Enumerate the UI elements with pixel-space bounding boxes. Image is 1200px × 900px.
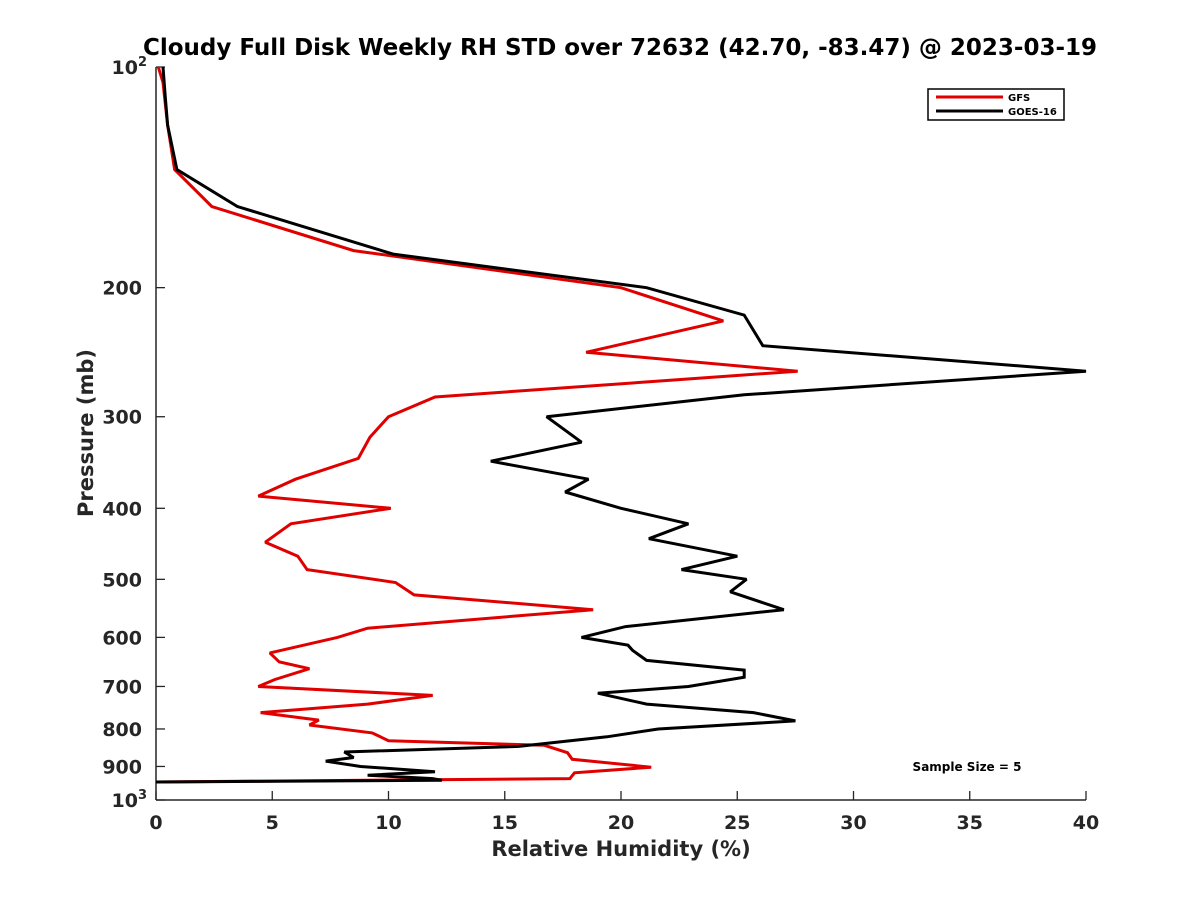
y-tick-label: 800 [102,719,142,741]
legend-box [927,88,1065,121]
y-tick-label: 900 [102,756,142,778]
x-axis-ticks: 0 5 10 15 20 25 30 35 40 [149,791,1099,834]
series-layer [155,66,1087,784]
y-tick-label: 700 [102,676,142,698]
series-line-gfs [155,66,798,784]
legend: GFS GOES-16 [927,88,1065,121]
x-tick-label: 20 [608,812,634,834]
y-tick-label: 300 [102,407,142,429]
x-tick-label: 10 [375,812,401,834]
x-tick-label: 0 [149,812,162,834]
y-axis-label: Pressure (mb) [74,349,98,517]
x-tick-label: 30 [840,812,866,834]
x-tick-label: 25 [724,812,750,834]
x-tick-label: 5 [266,812,279,834]
y-axis-ticks: 102 200 300 400 500 600 700 800 900 103 [102,55,165,812]
series-line-goes16 [155,66,1087,784]
x-tick-label: 35 [957,812,983,834]
y-tick-label: 103 [112,788,148,812]
legend-label-goes16: GOES-16 [1008,107,1057,118]
y-tick-label: 500 [102,569,142,591]
y-tick-label: 400 [102,498,142,520]
y-tick-label: 600 [102,627,142,649]
chart-title: Cloudy Full Disk Weekly RH STD over 7263… [143,35,1097,61]
y-tick-label: 102 [112,55,148,79]
x-tick-label: 40 [1073,812,1099,834]
legend-label-gfs: GFS [1008,93,1030,104]
sample-size-annotation: Sample Size = 5 [913,760,1022,774]
x-axis-label: Relative Humidity (%) [491,837,750,861]
y-tick-label: 200 [102,278,142,300]
x-tick-label: 15 [492,812,518,834]
